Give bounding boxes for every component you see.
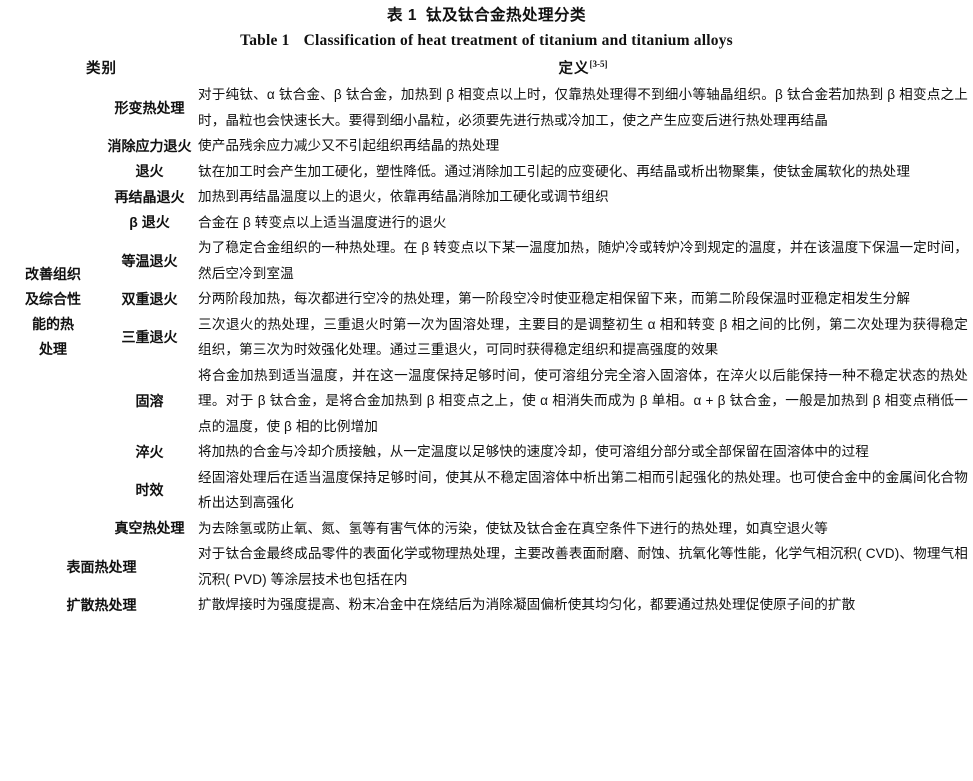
table-row: 再结晶退火 加热到再结晶温度以上的退火，依靠再结晶消除加工硬化或调节组织 (5, 184, 968, 210)
row-label-recrystallization-annealing: 再结晶退火 (114, 188, 185, 205)
table-title-chinese: 表 1 钛及钛合金热处理分类 (0, 5, 973, 27)
table-row: 固溶 将合金加热到适当温度，并在这一温度保持足够时间，使可溶组分完全溶入固溶体，… (5, 363, 968, 440)
row-label-double-annealing: 双重退火 (121, 290, 178, 307)
heat-treatment-classification-table: 类别 定义[3-5] 改善组织 及综合性 能的热 处理 形变热处理 对于纯钛、α… (5, 53, 968, 618)
row-definition-aging: 经固溶处理后在适当温度保持足够时间，使其从不稳定固溶体中析出第二相而引起强化的热… (198, 469, 968, 511)
row-definition-annealing: 钛在加工时会产生加工硬化，塑性降低。通过消除加工引起的应变硬化、再结晶或析出物聚… (198, 163, 911, 179)
table-header-row: 类别 定义[3-5] (5, 53, 968, 82)
table-row: 消除应力退火 使产品残余应力减少又不引起组织再结晶的热处理 (5, 133, 968, 159)
row-definition-surface-heat-treatment: 对于钛合金最终成品零件的表面化学或物理热处理，主要改善表面耐磨、耐蚀、抗氧化等性… (198, 546, 968, 587)
group-label-line-4: 处理 (39, 340, 67, 357)
group-label-line-1: 改善组织 (25, 265, 81, 282)
row-label-isothermal-annealing: 等温退火 (121, 252, 178, 269)
table-title-english: Table 1 Classification of heat treatment … (0, 29, 973, 53)
table-row: 三重退火 三次退火的热处理，三重退火时第一次为固溶处理，主要目的是调整初生 α … (5, 312, 968, 363)
group-label-line-3: 能的热 (32, 315, 74, 332)
row-label-triple-annealing: 三重退火 (121, 329, 178, 345)
row-definition-quenching: 将加热的合金与冷却介质接触，从一定温度以足够快的速度冷却，使可溶组分部分或全部保… (198, 444, 869, 459)
row-definition-isothermal-annealing: 为了稳定合金组织的一种热处理。在 β 转变点以下某一温度加热，随炉冷或转炉冷到规… (198, 240, 968, 281)
table-title-block: 表 1 钛及钛合金热处理分类 Table 1 Classification of h… (0, 0, 973, 53)
row-label-aging: 时效 (135, 482, 164, 498)
row-label-thermomechanical-treatment: 形变热处理 (114, 99, 185, 116)
row-definition-triple-annealing: 三次退火的热处理，三重退火时第一次为固溶处理，主要目的是调整初生 α 相和转变 … (198, 316, 968, 358)
row-definition-stress-relief-annealing: 使产品残余应力减少又不引起组织再结晶的热处理 (198, 138, 500, 153)
table-row: 等温退火 为了稳定合金组织的一种热处理。在 β 转变点以下某一温度加热，随炉冷或… (5, 235, 968, 286)
row-label-quenching: 淬火 (135, 443, 164, 460)
table-number-chinese: 表 1 (387, 7, 417, 24)
table-number-english: Table 1 (240, 32, 290, 49)
table-row: 改善组织 及综合性 能的热 处理 形变热处理 对于纯钛、α 钛合金、β 钛合金，… (5, 82, 968, 357)
row-label-surface-heat-treatment: 表面热处理 (66, 558, 137, 575)
row-label-beta-annealing: β 退火 (129, 214, 170, 231)
column-header-definition: 定义[3-5] (198, 53, 968, 82)
row-definition-vacuum-heat-treatment: 为去除氢或防止氧、氮、氢等有害气体的污染，使钛及钛合金在真空条件下进行的热处理，… (198, 520, 828, 536)
row-label-vacuum-heat-treatment: 真空热处理 (114, 520, 185, 537)
table-body: 类别 定义[3-5] 改善组织 及综合性 能的热 处理 形变热处理 对于纯钛、α… (5, 53, 968, 618)
definition-citation: [3-5] (589, 59, 608, 70)
row-label-annealing: 退火 (135, 163, 164, 180)
row-label-solution-treatment: 固溶 (135, 392, 164, 409)
table-row: 真空热处理 为去除氢或防止氧、氮、氢等有害气体的污染，使钛及钛合金在真空条件下进… (5, 516, 968, 542)
row-definition-beta-annealing: 合金在 β 转变点以上适当温度进行的退火 (198, 214, 447, 230)
table-row: 时效 经固溶处理后在适当温度保持足够时间，使其从不稳定固溶体中析出第二相而引起强… (5, 465, 968, 516)
column-header-category: 类别 (86, 61, 117, 77)
row-definition-double-annealing: 分两阶段加热，每次都进行空冷的热处理，第一阶段空冷时使亚稳定相保留下来，而第二阶… (198, 291, 911, 306)
row-definition-solution-treatment: 将合金加热到适当温度，并在这一温度保持足够时间，使可溶组分完全溶入固溶体，在淬火… (198, 367, 968, 434)
row-definition-recrystallization-annealing: 加热到再结晶温度以上的退火，依靠再结晶消除加工硬化或调节组织 (198, 189, 609, 204)
table-row: 扩散热处理 扩散焊接时为强度提高、粉末冶金中在烧结后为消除凝固偏析使其均匀化，都… (5, 592, 968, 618)
table-title-english-text: Classification of heat treatment of tita… (303, 32, 733, 49)
group-label-improve-structure: 改善组织 及综合性 能的热 处理 (5, 82, 101, 541)
row-definition-thermomechanical-treatment: 对于纯钛、α 钛合金、β 钛合金，加热到 β 相变点以上时，仅靠热处理得不到细小… (198, 87, 968, 128)
row-label-diffusion-heat-treatment: 扩散热处理 (66, 596, 137, 613)
group-label-line-2: 及综合性 (25, 290, 81, 307)
table-row: β 退火 合金在 β 转变点以上适当温度进行的退火 (5, 210, 968, 236)
table-row: 表面热处理 对于钛合金最终成品零件的表面化学或物理热处理，主要改善表面耐磨、耐蚀… (5, 541, 968, 592)
table-title-chinese-text: 钛及钛合金热处理分类 (425, 7, 586, 24)
table-row: 双重退火 分两阶段加热，每次都进行空冷的热处理，第一阶段空冷时使亚稳定相保留下来… (5, 286, 968, 312)
row-label-stress-relief-annealing: 消除应力退火 (107, 137, 192, 154)
column-header-definition-text: 定义 (558, 61, 590, 77)
row-definition-diffusion-heat-treatment: 扩散焊接时为强度提高、粉末冶金中在烧结后为消除凝固偏析使其均匀化，都要通过热处理… (198, 597, 856, 612)
table-row: 淬火 将加热的合金与冷却介质接触，从一定温度以足够快的速度冷却，使可溶组分部分或… (5, 439, 968, 465)
table-row: 退火 钛在加工时会产生加工硬化，塑性降低。通过消除加工引起的应变硬化、再结晶或析… (5, 159, 968, 185)
